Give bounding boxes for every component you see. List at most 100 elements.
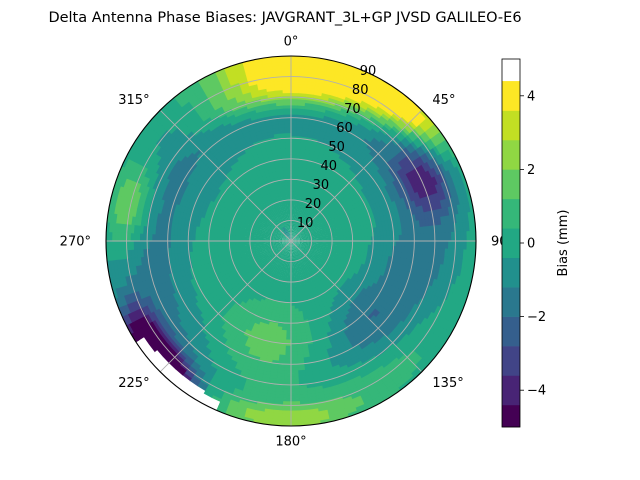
contour-cell bbox=[290, 114, 299, 118]
contour-cell bbox=[324, 242, 329, 246]
contour-cell bbox=[355, 67, 368, 76]
contour-cell bbox=[299, 185, 303, 190]
contour-cell bbox=[338, 90, 349, 98]
contour-cell bbox=[316, 228, 321, 232]
contour-cell bbox=[297, 173, 302, 178]
contour-cell bbox=[300, 242, 304, 244]
contour-cell bbox=[373, 185, 380, 192]
contour-cell bbox=[393, 337, 402, 347]
contour-cell bbox=[462, 221, 467, 233]
contour-cell bbox=[317, 136, 325, 142]
contour-cell bbox=[387, 130, 397, 139]
contour-cell bbox=[296, 120, 305, 125]
contour-cell bbox=[444, 232, 449, 242]
contour-cell bbox=[296, 243, 300, 246]
contour-cell bbox=[300, 247, 305, 251]
contour-cell bbox=[365, 201, 371, 208]
contour-cell bbox=[331, 85, 342, 92]
contour-cell bbox=[397, 90, 409, 101]
contour-cell bbox=[440, 141, 450, 153]
contour-cell bbox=[298, 234, 303, 237]
contour-cell bbox=[384, 184, 391, 193]
contour-cell bbox=[397, 296, 405, 305]
contour-cell bbox=[414, 183, 422, 193]
contour-cell bbox=[452, 284, 459, 296]
contour-cell bbox=[290, 333, 297, 337]
contour-cell bbox=[295, 191, 299, 196]
contour-cell bbox=[291, 225, 293, 229]
contour-cell bbox=[389, 115, 399, 125]
contour-cell bbox=[404, 234, 409, 242]
contour-cell bbox=[297, 176, 302, 181]
contour-cell bbox=[324, 148, 332, 154]
chart-title: Delta Antenna Phase Biases: JAVGRANT_3L+… bbox=[48, 10, 521, 26]
contour-cell bbox=[375, 177, 383, 185]
contour-cell bbox=[333, 105, 343, 112]
contour-cell bbox=[297, 227, 300, 231]
contour-cell bbox=[339, 245, 344, 250]
contour-cell bbox=[377, 130, 387, 139]
contour-cell bbox=[296, 230, 300, 234]
contour-cell bbox=[373, 146, 381, 155]
contour-cell bbox=[301, 245, 306, 249]
contour-cell bbox=[315, 242, 320, 245]
contour-cell bbox=[396, 269, 402, 277]
contour-cell bbox=[393, 349, 403, 359]
contour-cell bbox=[425, 354, 436, 366]
contour-cell bbox=[405, 337, 414, 347]
contour-cell bbox=[380, 235, 384, 242]
contour-cell bbox=[361, 240, 366, 246]
contour-cell bbox=[414, 233, 418, 242]
contour-cell bbox=[334, 238, 338, 242]
contour-cell bbox=[420, 189, 427, 199]
contour-cell bbox=[451, 196, 458, 207]
contour-cell bbox=[402, 137, 412, 147]
contour-cell bbox=[390, 307, 398, 316]
contour-cell bbox=[363, 94, 374, 103]
contour-cell bbox=[312, 238, 317, 240]
contour-cell bbox=[411, 192, 418, 202]
contour-cell bbox=[426, 187, 433, 197]
contour-cell bbox=[329, 136, 337, 143]
contour-cell bbox=[297, 102, 307, 107]
contour-cell bbox=[404, 228, 409, 236]
contour-cell bbox=[403, 373, 414, 384]
contour-cell bbox=[447, 159, 456, 171]
contour-cell bbox=[456, 305, 465, 318]
contour-cell bbox=[408, 107, 419, 118]
contour-cell bbox=[427, 127, 437, 139]
contour-cell bbox=[294, 239, 298, 241]
contour-cell bbox=[452, 186, 459, 198]
contour-cell bbox=[290, 126, 298, 131]
contour-cell bbox=[292, 228, 294, 232]
contour-cell bbox=[410, 118, 421, 128]
contour-cell bbox=[420, 283, 427, 293]
contour-cell bbox=[456, 266, 463, 278]
contour-cell bbox=[447, 223, 452, 234]
contour-cell bbox=[299, 237, 304, 239]
contour-cell bbox=[386, 297, 394, 306]
contour-cell bbox=[386, 190, 393, 198]
contour-cell bbox=[290, 67, 301, 72]
contour-cell bbox=[304, 232, 309, 235]
contour-cell bbox=[384, 162, 392, 171]
contour-cell bbox=[402, 174, 410, 183]
contour-cell bbox=[302, 235, 307, 238]
contour-cell bbox=[460, 240, 465, 251]
contour-cell bbox=[386, 322, 395, 331]
contour-cell bbox=[386, 196, 393, 204]
contour-cell bbox=[397, 106, 408, 116]
contour-cell bbox=[374, 134, 383, 143]
contour-cell bbox=[305, 244, 310, 246]
contour-cell bbox=[344, 116, 354, 124]
contour-cell bbox=[330, 147, 338, 154]
contour-cell bbox=[451, 240, 455, 251]
contour-cell bbox=[299, 243, 304, 246]
contour-cell bbox=[427, 332, 437, 344]
contour-cell bbox=[318, 237, 323, 240]
contour-cell bbox=[304, 210, 309, 215]
contour-cell bbox=[438, 240, 443, 250]
contour-cell bbox=[438, 142, 447, 154]
contour-cell bbox=[343, 73, 355, 81]
contour-cell bbox=[296, 237, 301, 239]
